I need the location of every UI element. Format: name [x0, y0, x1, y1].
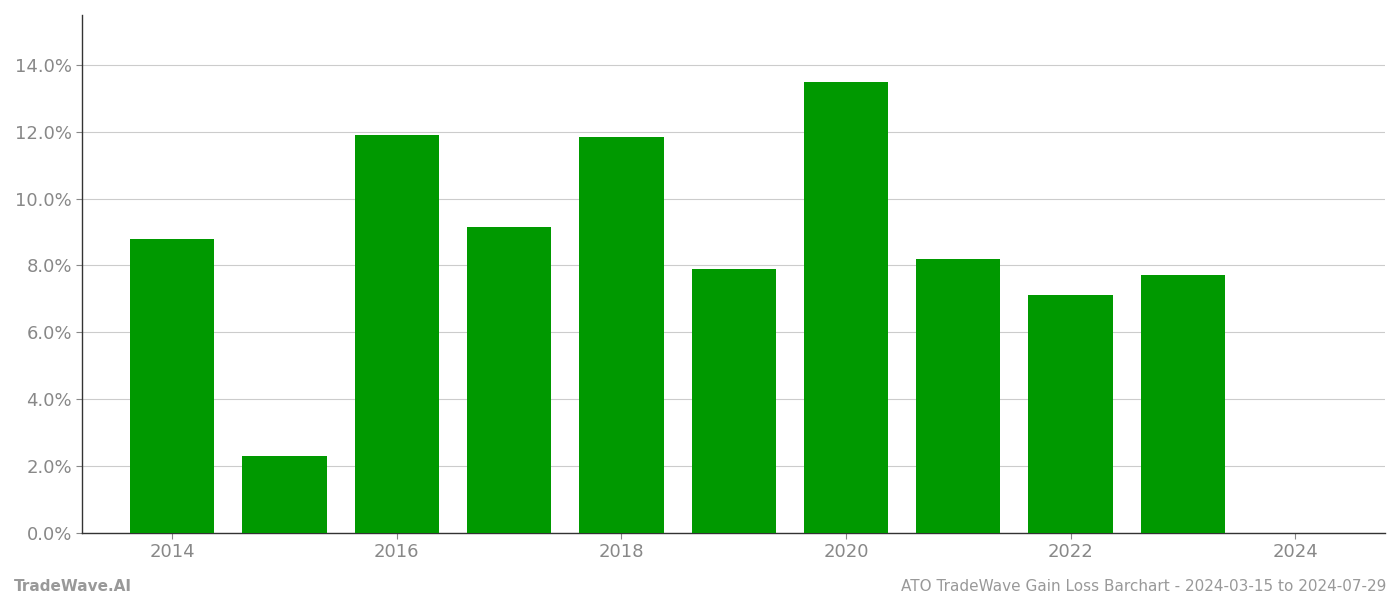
Text: TradeWave.AI: TradeWave.AI [14, 579, 132, 594]
Bar [130, 239, 214, 533]
Bar [916, 259, 1001, 533]
Bar [692, 269, 776, 533]
Bar [468, 227, 552, 533]
Bar [804, 82, 888, 533]
Bar [1141, 275, 1225, 533]
Bar [354, 135, 440, 533]
Bar [580, 137, 664, 533]
Bar [242, 456, 326, 533]
Text: ATO TradeWave Gain Loss Barchart - 2024-03-15 to 2024-07-29: ATO TradeWave Gain Loss Barchart - 2024-… [900, 579, 1386, 594]
Bar [1029, 295, 1113, 533]
